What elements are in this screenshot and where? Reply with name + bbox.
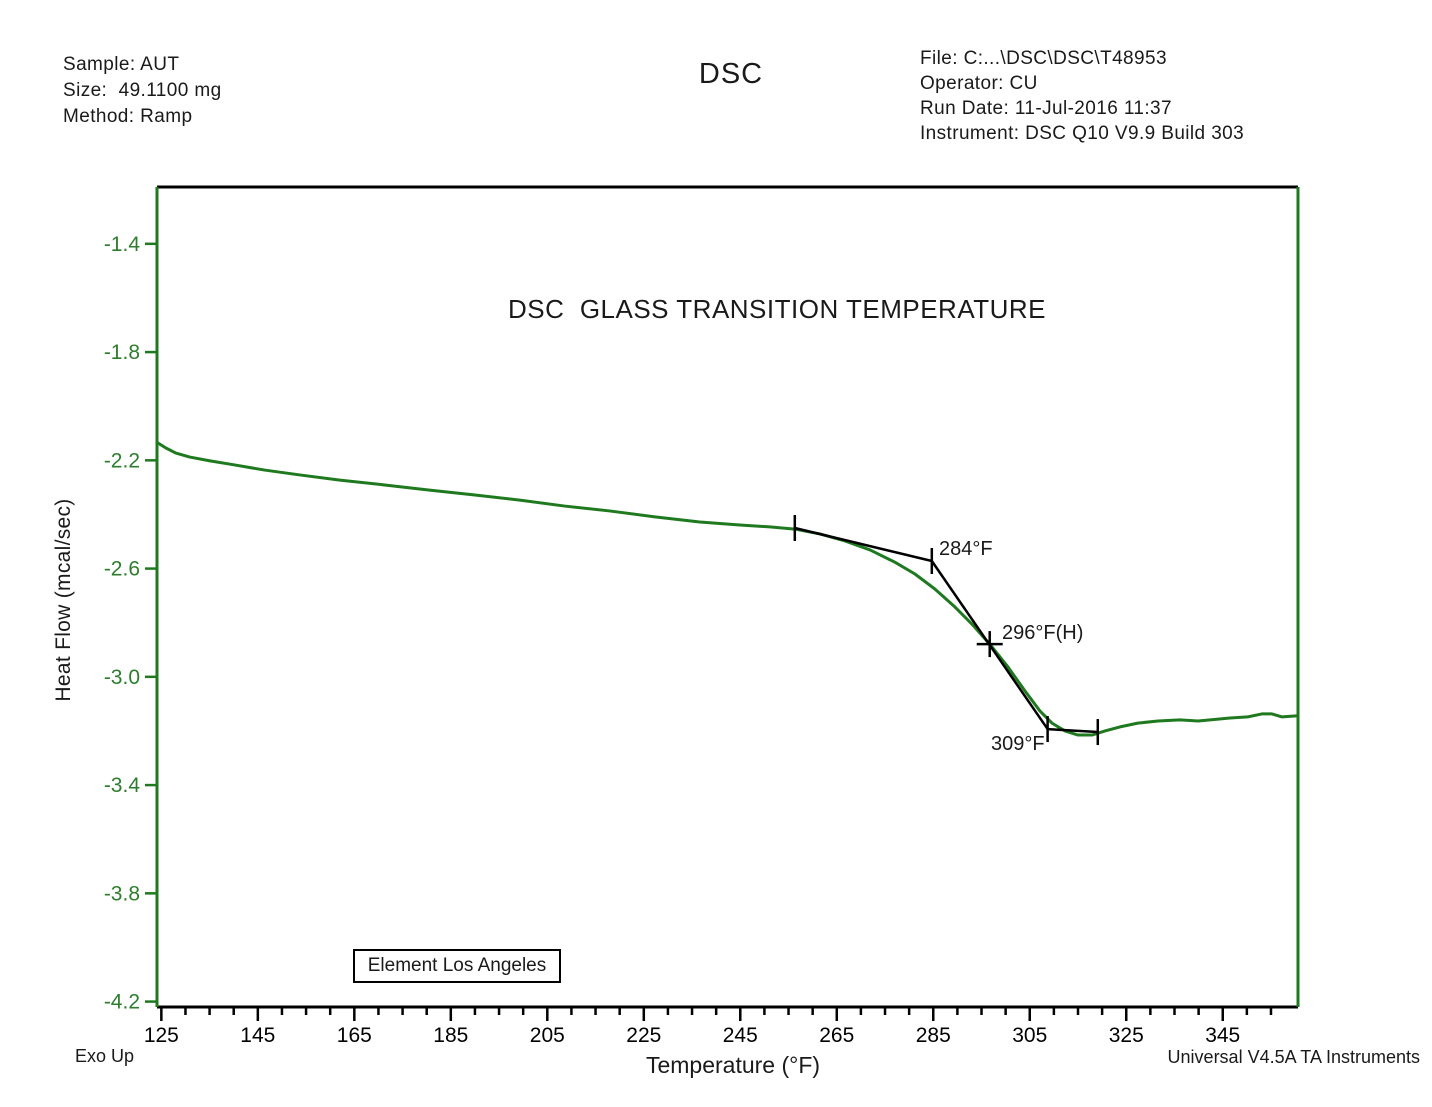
sample-info: Sample: AUT Size: 49.1100 mg Method: Ram…	[63, 52, 222, 130]
run-date: Run Date: 11-Jul-2016 11:37	[920, 98, 1172, 119]
svg-text:-2.6: -2.6	[104, 558, 140, 581]
svg-text:145: 145	[240, 1024, 275, 1047]
onset-temperature-label: 284°F	[939, 538, 993, 560]
y-axis-title: Heat Flow (mcal/sec)	[52, 498, 75, 702]
lab-name-box: Element Los Angeles	[353, 949, 561, 983]
file-path: File: C:...\DSC\DSC\T48953	[920, 48, 1167, 69]
svg-text:225: 225	[626, 1024, 661, 1047]
svg-text:-1.4: -1.4	[104, 233, 141, 256]
svg-text:185: 185	[433, 1024, 468, 1047]
svg-text:205: 205	[530, 1024, 565, 1047]
svg-text:165: 165	[337, 1024, 372, 1047]
svg-text:245: 245	[723, 1024, 758, 1047]
svg-text:345: 345	[1205, 1024, 1240, 1047]
svg-text:-3.0: -3.0	[104, 666, 140, 689]
end-temperature-label: 309°F	[991, 733, 1045, 755]
svg-text:-2.2: -2.2	[104, 449, 140, 472]
svg-text:-4.2: -4.2	[104, 991, 140, 1014]
svg-text:285: 285	[916, 1024, 951, 1047]
svg-text:325: 325	[1109, 1024, 1144, 1047]
lab-name-label: Element Los Angeles	[367, 955, 547, 976]
report-title: DSC	[698, 58, 764, 90]
svg-text:125: 125	[144, 1024, 179, 1047]
svg-text:305: 305	[1012, 1024, 1047, 1047]
operator: Operator: CU	[920, 73, 1038, 94]
exo-up-label: Exo Up	[75, 1046, 135, 1066]
svg-text:-3.4: -3.4	[104, 774, 141, 797]
plot-title: DSC GLASS TRANSITION TEMPERATURE	[507, 294, 1047, 324]
instrument: Instrument: DSC Q10 V9.9 Build 303	[920, 123, 1245, 144]
svg-text:265: 265	[819, 1024, 854, 1047]
sample-size: Size: 49.1100 mg	[63, 80, 222, 101]
software-credit: Universal V4.5A TA Instruments	[1167, 1047, 1420, 1067]
file-info: File: C:...\DSC\DSC\T48953 Operator: CU …	[920, 46, 1244, 146]
svg-text:-1.8: -1.8	[104, 341, 140, 364]
sample-method: Method: Ramp	[63, 106, 193, 127]
sample-name: Sample: AUT	[63, 54, 180, 75]
svg-text:-3.8: -3.8	[104, 882, 140, 905]
half-height-temperature-label: 296°F(H)	[1002, 622, 1084, 644]
x-axis-title: Temperature (°F)	[645, 1052, 821, 1078]
